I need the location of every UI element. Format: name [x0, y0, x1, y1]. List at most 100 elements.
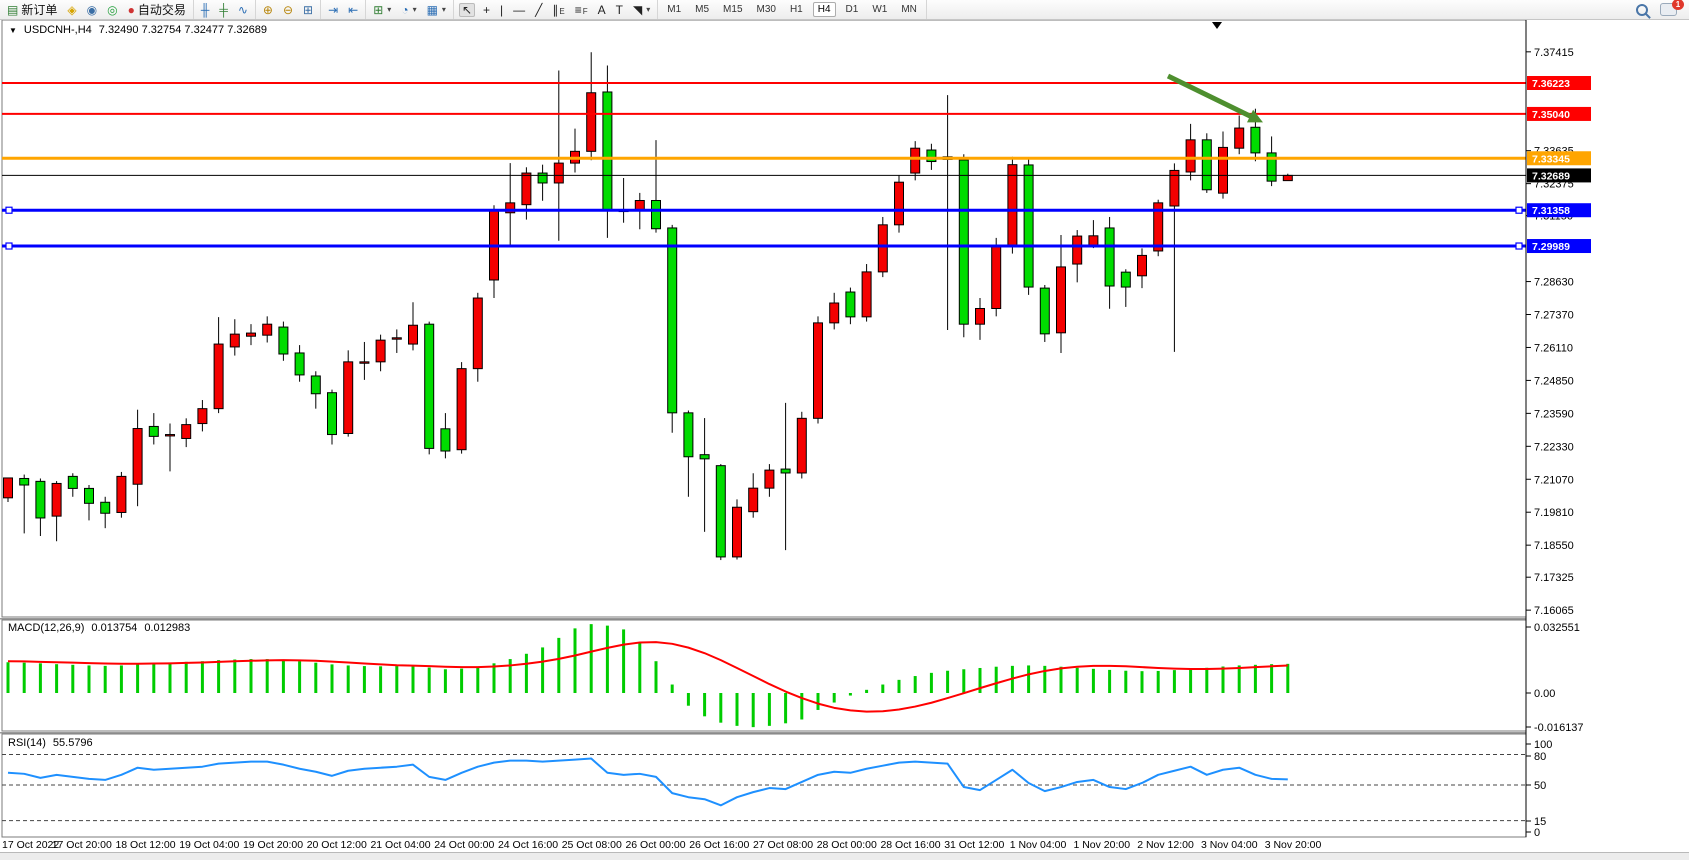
timeframe-h4[interactable]: H4: [812, 2, 836, 17]
community-icon: ◉: [86, 2, 98, 17]
candle: [1023, 164, 1034, 288]
toolbar-group-chart-types: ╫ ╪ ∿: [194, 0, 256, 19]
zoom-in-icon[interactable]: ⊕: [261, 4, 275, 16]
templates-icon-caret[interactable]: ▾: [441, 5, 446, 14]
candle: [667, 227, 678, 414]
candle: [213, 343, 224, 410]
candle: [278, 326, 289, 355]
arrows-icon[interactable]: ◥ ▾: [631, 4, 652, 16]
zoom-out-icon[interactable]: ⊖: [281, 4, 295, 16]
candle: [1153, 202, 1164, 252]
price-axis[interactable]: [1526, 20, 1689, 837]
timeframe-m1[interactable]: M1: [667, 4, 682, 15]
bar-chart-icon[interactable]: ╫: [199, 4, 212, 16]
time-label: 26 Oct 16:00: [689, 839, 749, 851]
text-icon[interactable]: A: [596, 4, 608, 16]
price-badge-label: 7.29989: [1532, 241, 1570, 253]
candle: [715, 465, 726, 558]
line-chart-icon: ∿: [237, 2, 248, 17]
candle: [51, 482, 62, 517]
macd-name: MACD(12,26,9): [8, 622, 85, 634]
time-label: 26 Oct 00:00: [625, 839, 685, 851]
price-badge-label: 7.32689: [1532, 170, 1570, 182]
new-order-button-label: 新订单: [21, 3, 58, 17]
timeframe-d1[interactable]: D1: [845, 4, 859, 15]
candle: [1120, 271, 1131, 288]
history-center-icon[interactable]: ◈: [65, 4, 78, 16]
price-tick-label: 7.37415: [1534, 47, 1574, 59]
period-icon[interactable]: ◔ ▾: [399, 4, 418, 16]
line-chart-icon[interactable]: ∿: [236, 4, 250, 16]
chart-shift-icon[interactable]: ⇤: [346, 4, 360, 16]
new-order-button[interactable]: ▤ 新订单: [5, 1, 59, 18]
candle: [440, 428, 451, 452]
trend-arrow[interactable]: [1166, 73, 1256, 121]
chart-shift-marker[interactable]: [1212, 22, 1222, 29]
line-handle[interactable]: [5, 242, 13, 250]
label-icon[interactable]: T: [614, 4, 625, 16]
timeframe-m5[interactable]: M5: [695, 4, 710, 15]
timeframe-h1[interactable]: H1: [789, 4, 803, 15]
timeframe-m30[interactable]: M30: [756, 4, 776, 15]
candle: [343, 361, 354, 434]
candle: [84, 487, 94, 504]
trendline-icon[interactable]: ╱: [533, 4, 544, 16]
fibonacci-icon[interactable]: ≡ F: [573, 4, 590, 16]
candle: [683, 412, 694, 458]
new-chart-icon[interactable]: ⊞ ▾: [371, 4, 393, 16]
search-icon[interactable]: [1636, 3, 1648, 16]
time-label: 1 Nov 04:00: [1010, 839, 1067, 851]
line-handle[interactable]: [5, 206, 13, 214]
candle: [327, 392, 337, 436]
price-tick-label: 7.27370: [1534, 310, 1574, 322]
price-badge-label: 7.36223: [1532, 78, 1570, 90]
macd-pane: [1, 619, 1527, 732]
candle: [165, 434, 175, 437]
community-icon[interactable]: ◉: [85, 4, 99, 16]
timeframe-mn[interactable]: MN: [901, 4, 917, 15]
timeframe-w1[interactable]: W1: [872, 4, 888, 15]
line-handle[interactable]: [1515, 242, 1523, 250]
time-label: 28 Oct 00:00: [817, 839, 877, 851]
equidistant-channel-icon[interactable]: ∥ E: [550, 4, 566, 16]
price-badge-label: 7.31358: [1532, 205, 1570, 217]
time-label: 25 Oct 08:00: [562, 839, 622, 851]
candle: [764, 469, 775, 489]
tile-windows-icon[interactable]: ⊞: [301, 4, 315, 16]
time-label: 21 Oct 04:00: [370, 839, 430, 851]
candle: [1056, 266, 1066, 334]
timeframe-m15[interactable]: M15: [723, 4, 743, 15]
line-handle[interactable]: [1515, 206, 1523, 214]
trend-arrow-head[interactable]: [1246, 109, 1263, 123]
candle: [1104, 227, 1115, 287]
price-tick-label: 7.18550: [1534, 540, 1574, 552]
candle: [586, 92, 597, 152]
crosshair-icon[interactable]: +: [481, 4, 492, 16]
symbol-dropdown-icon[interactable]: ▼: [9, 25, 17, 35]
templates-icon[interactable]: ▦ ▾: [425, 4, 448, 16]
horizontal-line-icon[interactable]: —: [511, 4, 527, 16]
arrows-icon-caret[interactable]: ▾: [646, 5, 651, 14]
arrows-icon: ◥: [632, 2, 643, 17]
auto-scroll-icon[interactable]: ⇥: [326, 4, 340, 16]
time-label: 17 Oct 20:00: [52, 839, 112, 851]
time-axis[interactable]: [0, 838, 1526, 852]
notifications-icon[interactable]: 1: [1660, 0, 1684, 16]
vertical-line-icon[interactable]: |: [498, 4, 505, 16]
new-chart-icon-caret[interactable]: ▾: [387, 5, 392, 14]
candlestick-chart-icon[interactable]: ╪: [217, 4, 230, 16]
signals-icon[interactable]: ◎: [105, 4, 119, 16]
fibonacci-icon-sub: F: [582, 6, 588, 16]
rsi-tick-label: 15: [1534, 816, 1546, 828]
autotrading-button[interactable]: ● 自动交易: [126, 1, 188, 18]
templates-icon: ▦: [426, 2, 438, 17]
candle: [375, 339, 386, 363]
vertical-line-icon: |: [500, 2, 504, 17]
candle: [796, 417, 807, 474]
price-tick-label: 7.24850: [1534, 375, 1574, 387]
candle: [813, 322, 823, 419]
cursor-icon[interactable]: ↖: [458, 2, 475, 17]
period-icon-caret[interactable]: ▾: [412, 5, 417, 14]
toolbar-group-timeframes: M1 M5 M15 M30 H1 H4 D1 W1 MN: [658, 0, 927, 19]
